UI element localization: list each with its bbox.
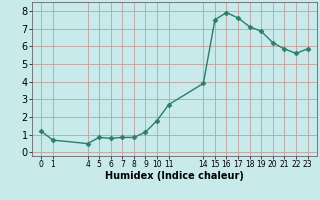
X-axis label: Humidex (Indice chaleur): Humidex (Indice chaleur) [105,171,244,181]
